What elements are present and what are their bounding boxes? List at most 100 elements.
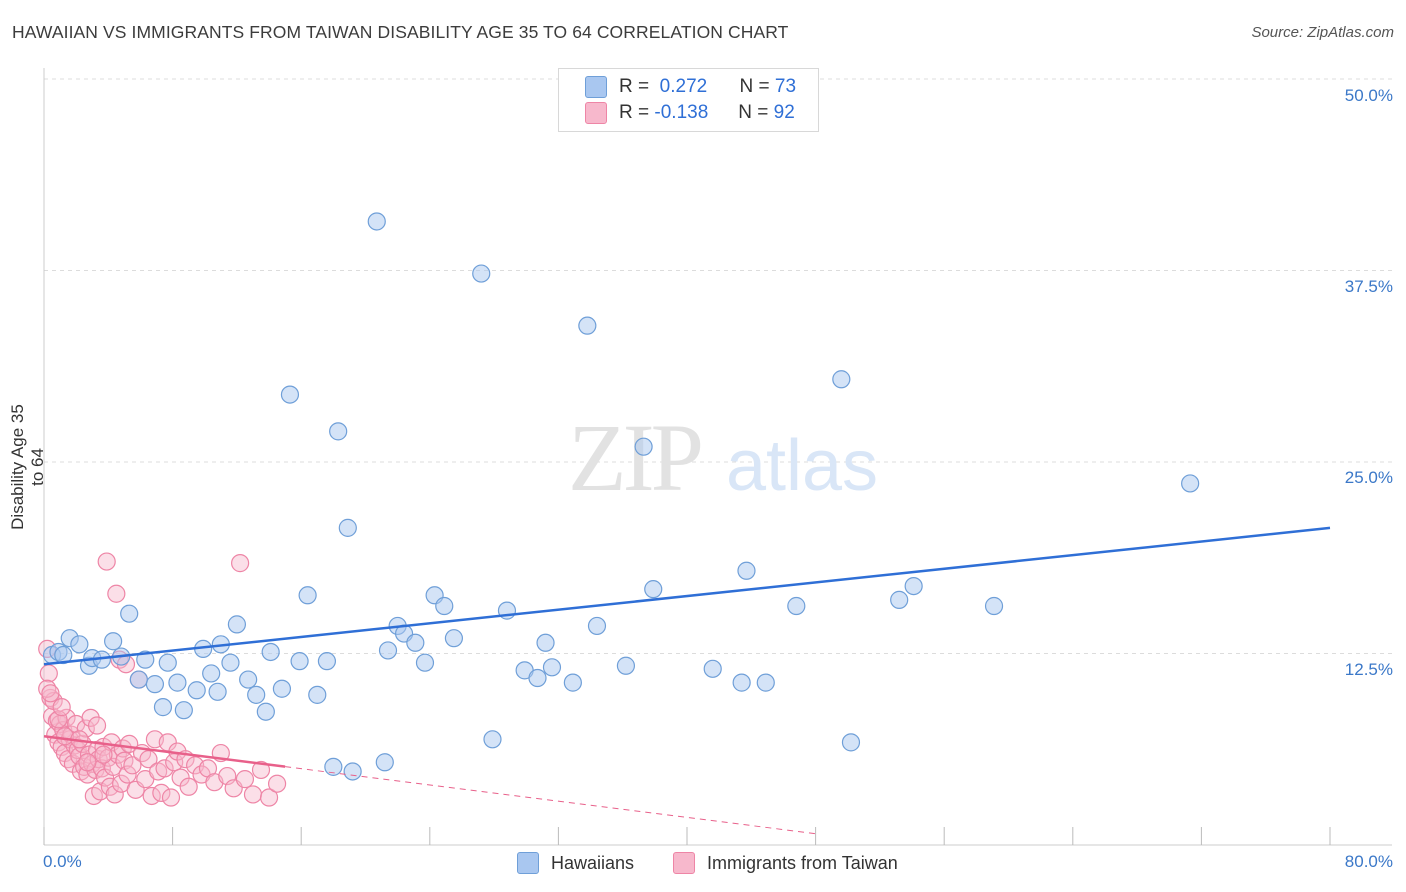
- hawaiians-point: [329, 422, 348, 441]
- taiwan-point: [152, 783, 171, 803]
- legend-item-taiwan: Immigrants from Taiwan: [673, 852, 898, 874]
- y-tick-label-25: 25.0%: [1344, 468, 1393, 487]
- legend-row-hawaiians: R = 0.272 N = 73: [585, 75, 796, 99]
- hawaiians-point: [145, 675, 165, 694]
- hawaiians-point: [472, 264, 491, 283]
- hawaiians-point: [415, 653, 435, 672]
- hawaiians-point: [904, 576, 923, 596]
- hawaiians-point: [298, 586, 317, 605]
- hawaiians-point: [120, 604, 139, 623]
- hawaiians-point: [536, 633, 555, 652]
- taiwan-point: [84, 786, 103, 806]
- legend-swatch-taiwan: [585, 102, 607, 124]
- taiwan-point: [107, 584, 126, 603]
- correlation-legend: R = 0.272 N = 73 R = -0.138 N = 92: [558, 68, 819, 132]
- hawaiians-point: [367, 212, 386, 231]
- taiwan-point: [139, 750, 158, 769]
- taiwan-point: [41, 684, 60, 703]
- hawaiians-point: [563, 673, 582, 692]
- hawaiians-point: [227, 615, 246, 634]
- legend-label-taiwan: Immigrants from Taiwan: [707, 852, 898, 873]
- legend-n-label: N =: [738, 102, 769, 123]
- taiwan-point: [118, 765, 137, 784]
- hawaiians-point: [378, 641, 398, 660]
- hawaiians-point: [616, 656, 636, 675]
- hawaiians-point: [256, 702, 275, 721]
- legend-swatch-hawaiians: [517, 852, 539, 874]
- hawaiians-point: [290, 652, 309, 671]
- hawaiians-point: [208, 682, 227, 701]
- hawaiians-point: [406, 633, 425, 652]
- hawaiians-point: [136, 650, 155, 669]
- watermark-atlas: atlas: [726, 426, 878, 506]
- x-tick-label-max: 80.0%: [1344, 852, 1393, 871]
- legend-r-label: R =: [619, 102, 650, 123]
- hawaiians-point: [104, 632, 123, 651]
- legend-r-value: -0.138: [654, 102, 709, 123]
- taiwan-point: [94, 745, 113, 764]
- hawaiians-point: [54, 645, 73, 665]
- hawaiians-point: [261, 642, 280, 662]
- hawaiians-point: [174, 701, 193, 720]
- hawaiians-point: [158, 653, 177, 672]
- trend-lines: [43, 526, 1331, 835]
- taiwan-point: [97, 552, 116, 571]
- hawaiians-point: [483, 730, 502, 749]
- hawaiians-point: [272, 679, 292, 698]
- legend-n-value: 73: [774, 76, 797, 97]
- taiwan-point: [105, 785, 124, 804]
- watermark-zip: ZIP: [568, 404, 701, 511]
- y-axis-title: Disability Age 35 to 64: [8, 404, 47, 530]
- hawaiians-point: [375, 753, 394, 772]
- x-tick-label-min: 0.0%: [43, 852, 82, 871]
- hawaiians-point: [308, 685, 327, 704]
- legend-label-hawaiians: Hawaiians: [551, 852, 635, 873]
- hawaiians-point: [787, 596, 806, 616]
- taiwan-trend-line: [43, 734, 286, 768]
- hawaiians-point: [528, 668, 547, 688]
- taiwan-point: [243, 785, 263, 804]
- taiwan-point: [87, 716, 107, 735]
- taiwan-point: [179, 777, 198, 796]
- taiwan-point: [52, 698, 71, 717]
- taiwan-point: [123, 756, 142, 775]
- legend-row-taiwan: R = -0.138 N = 92: [585, 101, 795, 125]
- taiwan-point: [91, 782, 110, 801]
- hawaiians-point: [247, 685, 266, 704]
- hawaiians-point: [578, 316, 597, 335]
- taiwan-trend-extension: [285, 766, 816, 835]
- hawaiians-point: [832, 370, 851, 389]
- series-taiwan-points: [38, 552, 287, 807]
- hawaiians-point: [280, 385, 300, 404]
- hawaiians-trend-line: [43, 526, 1331, 666]
- legend-swatch-hawaiians: [585, 76, 607, 98]
- hawaiians-point: [435, 596, 454, 616]
- hawaiians-point: [70, 635, 89, 654]
- legend-n-label: N =: [739, 76, 770, 97]
- taiwan-point: [78, 753, 97, 772]
- taiwan-point: [259, 788, 279, 807]
- hawaiians-point: [737, 561, 756, 580]
- hawaiians-point: [129, 670, 148, 689]
- legend-item-hawaiians: Hawaiians: [517, 852, 634, 874]
- y-tick-label-50: 50.0%: [1344, 86, 1393, 105]
- hawaiians-point: [187, 681, 206, 700]
- hawaiians-point: [644, 580, 663, 599]
- hawaiians-point: [338, 518, 357, 537]
- hawaiians-point: [324, 757, 343, 776]
- hawaiians-point: [221, 653, 240, 672]
- hawaiians-point: [756, 673, 775, 692]
- hawaiians-point: [343, 762, 362, 781]
- hawaiians-point: [168, 673, 187, 692]
- taiwan-point: [76, 719, 95, 738]
- series-hawaiians-points: [42, 212, 1200, 781]
- hawaiians-point: [732, 673, 751, 692]
- hawaiians-point: [587, 616, 607, 636]
- taiwan-point: [39, 664, 58, 683]
- taiwan-point: [231, 554, 250, 573]
- legend-n-value: 92: [773, 102, 795, 123]
- legend-r-label: R =: [619, 76, 650, 97]
- hawaiians-point: [634, 437, 653, 456]
- taiwan-point: [251, 760, 271, 780]
